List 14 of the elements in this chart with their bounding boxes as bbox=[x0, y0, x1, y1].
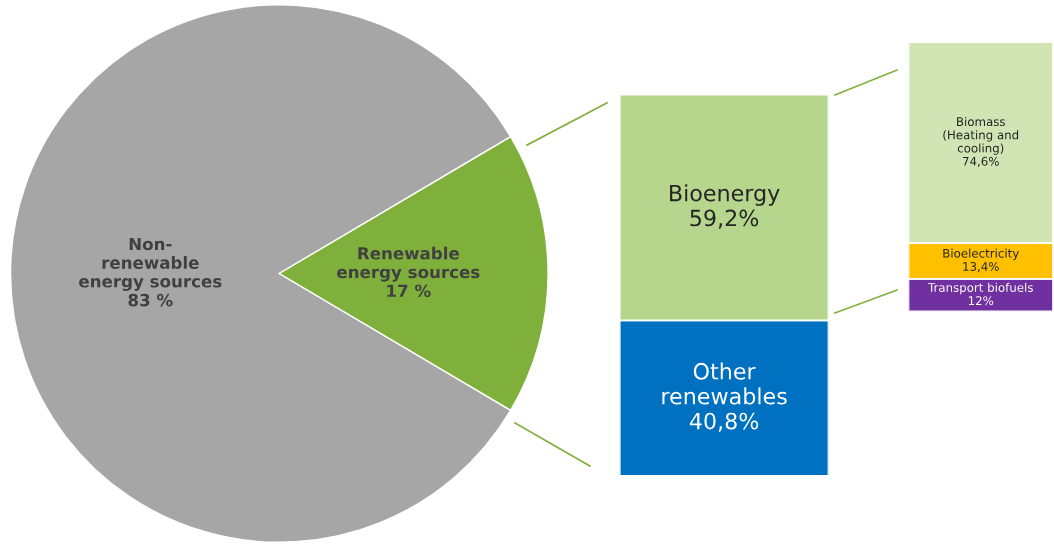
series-label: Bioelectricity bbox=[943, 248, 1019, 261]
series-label: Biomass (Heating and cooling) bbox=[943, 116, 1019, 155]
series-label: Transport biofuels bbox=[927, 282, 1033, 295]
data-label: 13,4% bbox=[963, 262, 999, 273]
data-label: 83 % bbox=[128, 293, 173, 307]
slice-label: Non- renewable energy sources bbox=[79, 237, 222, 291]
slice-label: Renewable energy sources bbox=[337, 246, 480, 282]
data-label: 59,2% bbox=[690, 209, 759, 229]
series-label: Other renewables bbox=[662, 362, 787, 405]
data-label: 74,6% bbox=[962, 156, 999, 167]
series-label: Bioenergy bbox=[670, 184, 780, 206]
data-label: 12% bbox=[968, 296, 994, 306]
data-label: 40,8% bbox=[689, 412, 759, 432]
data-label: 17 % bbox=[387, 284, 431, 298]
